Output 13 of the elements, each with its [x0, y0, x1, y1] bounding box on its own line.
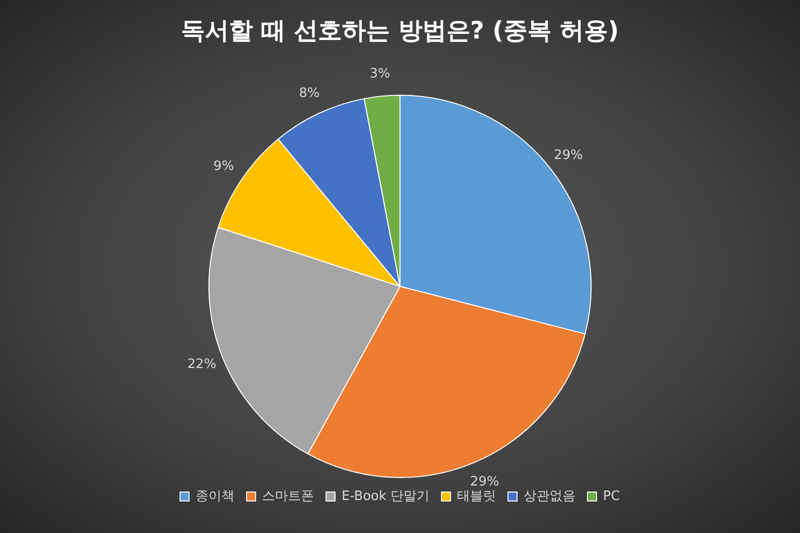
- legend-label: 태블릿: [457, 488, 496, 504]
- data-label: 8%: [298, 86, 320, 101]
- data-label: 29%: [470, 474, 500, 490]
- data-label: 22%: [187, 357, 216, 372]
- chart-title: 독서할 때 선호하는 방법은? (중복 허용): [181, 16, 619, 45]
- data-label: 9%: [213, 158, 234, 174]
- legend-label: E-Book 단말기: [342, 488, 430, 504]
- legend-label: 상관없음: [524, 488, 576, 504]
- data-label: 3%: [370, 66, 390, 82]
- legend-label: 스마트폰: [262, 488, 314, 504]
- data-label: 29%: [554, 148, 583, 164]
- legend-label: 종이책: [196, 488, 235, 504]
- legend-label: PC: [603, 488, 620, 504]
